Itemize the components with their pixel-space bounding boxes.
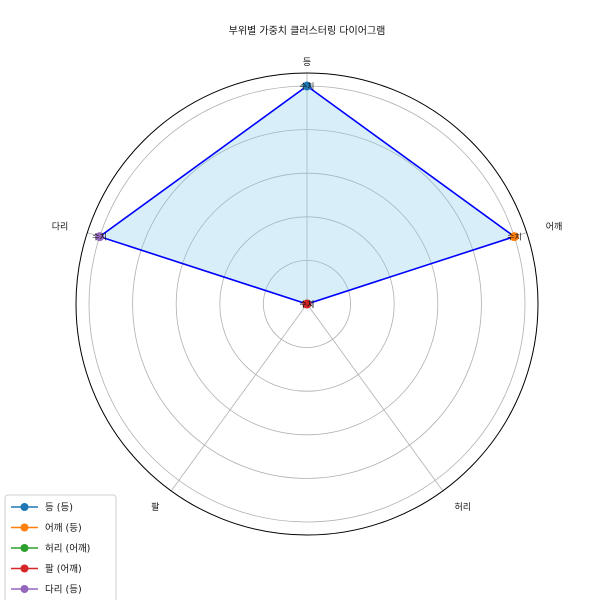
- legend-label-4: 팔 (어깨): [45, 563, 82, 575]
- legend-label-2: 어깨 (등): [45, 522, 82, 534]
- legend-label-5: 다리 (등): [45, 585, 82, 596]
- data-point-2: [509, 232, 519, 242]
- series-fill-1: [99, 86, 515, 304]
- data-point-4: [302, 299, 312, 309]
- legend-label-3: 허리 (어깨): [45, 543, 90, 555]
- legend: 등 (등) 어깨 (등) 허리 (어깨) 팔 (어깨) 다리 (등): [4, 494, 117, 600]
- data-label-2: 수치: [507, 233, 522, 242]
- chart-title: 부위별 가중치 클러스터링 다이어그램: [229, 24, 386, 37]
- legend-marker-1: [20, 503, 29, 511]
- legend-marker-4: [20, 564, 29, 573]
- data-label-4: 수치: [300, 300, 315, 309]
- axis-label-3: 허리: [455, 502, 472, 513]
- grid-spoke-3: [306, 303, 444, 492]
- axis-label-2: 어깨: [546, 220, 563, 232]
- data-label-5: 수치: [92, 233, 107, 242]
- axis-label-1: 등: [303, 57, 311, 68]
- polar-frame: [75, 72, 539, 536]
- data-label-1: 수치: [300, 82, 315, 91]
- grid-spoke-4: [170, 303, 308, 492]
- legend-label-1: 등 (등): [45, 503, 73, 514]
- legend-marker-2: [20, 523, 29, 532]
- legend-marker-5: [20, 585, 29, 593]
- data-point-5: [95, 232, 105, 242]
- legend-box: [4, 494, 117, 600]
- axis-label-4: 팔: [151, 501, 159, 513]
- axis-label-5: 다리: [52, 221, 69, 232]
- legend-marker-3: [20, 544, 29, 552]
- data-label-3: 수치: [300, 300, 315, 309]
- data-point-1: [302, 81, 312, 91]
